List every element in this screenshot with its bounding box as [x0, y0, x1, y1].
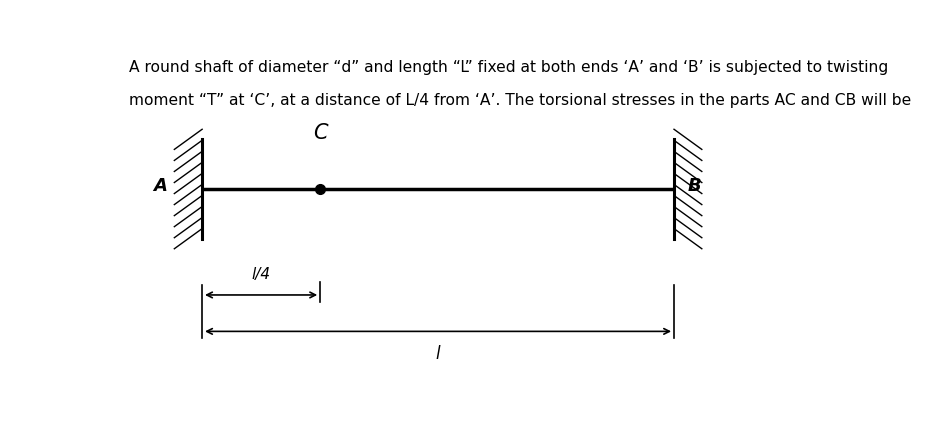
Text: l: l	[436, 344, 441, 362]
Text: B: B	[687, 177, 701, 195]
Text: C: C	[312, 123, 328, 143]
Text: A round shaft of diameter “d” and length “L” fixed at both ends ‘A’ and ‘B’ is s: A round shaft of diameter “d” and length…	[129, 60, 888, 75]
Text: l/4: l/4	[251, 267, 271, 282]
Text: A: A	[153, 177, 167, 195]
Text: moment “T” at ‘C’, at a distance of L/4 from ‘A’. The torsional stresses in the : moment “T” at ‘C’, at a distance of L/4 …	[129, 93, 911, 108]
